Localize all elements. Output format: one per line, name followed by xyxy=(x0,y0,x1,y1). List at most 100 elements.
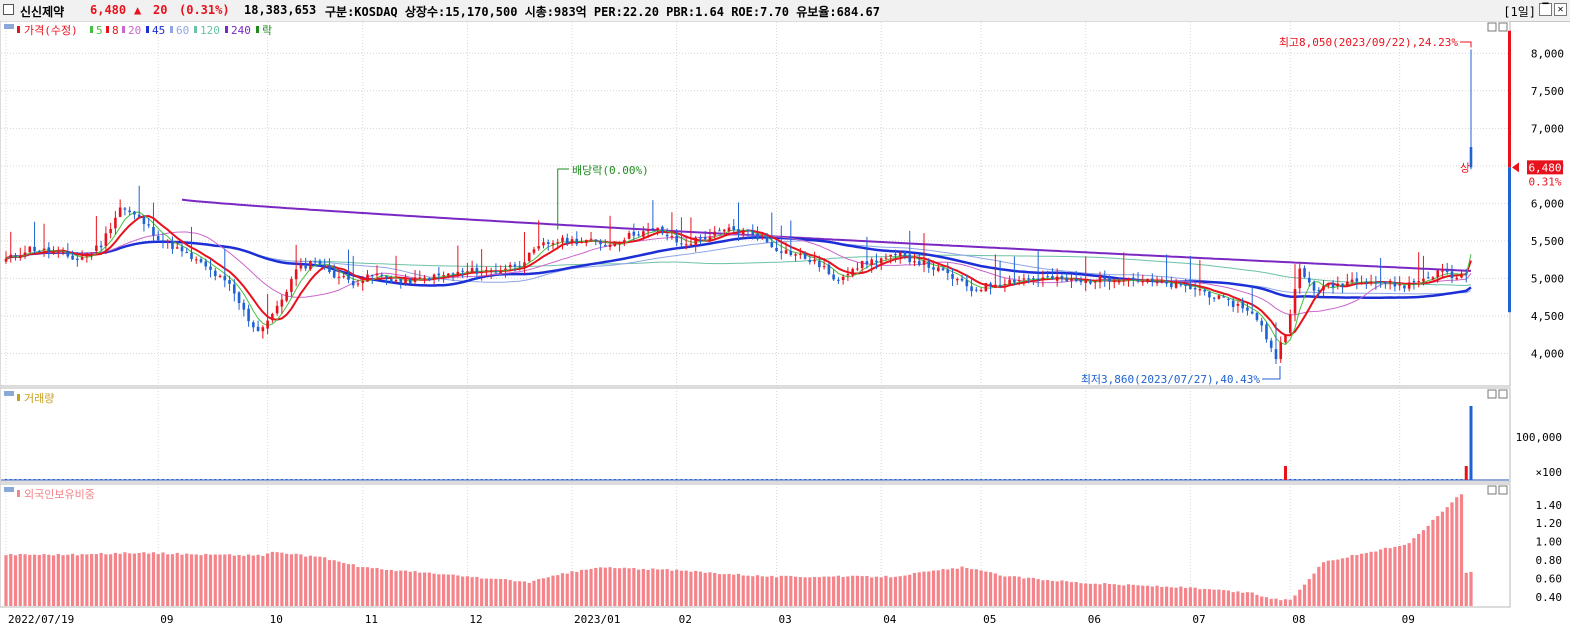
legend-foreign[interactable]: 외국인보유비중 xyxy=(24,488,95,501)
foreign-ratio-bar xyxy=(979,570,983,606)
foreign-ratio-bar xyxy=(1050,580,1055,606)
candle-body xyxy=(1013,280,1016,283)
stock-name[interactable]: 신신제약 xyxy=(20,5,65,19)
legend-ma120[interactable]: 120 xyxy=(200,24,220,37)
volume-bar xyxy=(1156,479,1159,480)
candle-body xyxy=(71,255,74,260)
foreign-ratio-bar xyxy=(846,576,850,606)
price-axis-label: 5,500 xyxy=(1531,235,1564,248)
panel-handle-icon[interactable] xyxy=(4,391,14,396)
volume-panel-close-button[interactable] xyxy=(1498,389,1508,399)
volume-bar xyxy=(794,479,797,480)
candle-body xyxy=(1426,277,1430,279)
volume-bar xyxy=(927,479,930,480)
legend-ma5[interactable]: 5 xyxy=(96,24,103,37)
foreign-ratio-bar xyxy=(1008,576,1012,606)
foreign-panel-minimize-button[interactable] xyxy=(1487,485,1497,495)
volume-spike-bar xyxy=(1469,406,1473,480)
legend-volume[interactable]: 거래량 xyxy=(24,392,54,405)
foreign-ratio-bar xyxy=(708,572,712,606)
volume-panel-minimize-button[interactable] xyxy=(1487,389,1497,399)
legend-price[interactable]: 가격(수정) xyxy=(24,24,78,37)
candle-body xyxy=(589,238,593,240)
volume-bar xyxy=(71,479,74,480)
candle-body xyxy=(618,242,621,245)
candle-body xyxy=(527,252,531,262)
volume-bar xyxy=(257,479,260,480)
foreign-panel-close-button[interactable] xyxy=(1498,485,1508,495)
candle-body xyxy=(998,284,1002,286)
foreign-ratio-bar xyxy=(90,554,94,606)
volume-bar xyxy=(100,479,103,480)
foreign-ratio-bar xyxy=(23,554,27,606)
volume-bar xyxy=(437,479,440,480)
foreign-ratio-bar xyxy=(370,568,374,606)
foreign-ratio-bar xyxy=(927,571,931,606)
foreign-ratio-bar xyxy=(641,568,645,606)
candle-body xyxy=(875,260,878,263)
volume-bar xyxy=(295,479,298,480)
volume-bar xyxy=(1374,479,1377,480)
foreign-ratio-bar xyxy=(1145,585,1150,606)
foreign-ratio-bar xyxy=(294,553,298,606)
candle-body xyxy=(1246,307,1249,311)
price-panel-close-button[interactable] xyxy=(1498,22,1508,32)
candle-body xyxy=(1222,296,1225,298)
candle-body xyxy=(57,251,60,253)
volume-bar xyxy=(271,479,274,480)
price-panel-minimize-button[interactable] xyxy=(1487,22,1497,32)
candle-body xyxy=(732,226,736,231)
date-axis-label: 11 xyxy=(365,613,378,626)
foreign-ratio-bar xyxy=(1088,583,1093,606)
foreign-ratio-bar xyxy=(784,575,788,606)
foreign-ratio-bar xyxy=(713,572,717,606)
candle-body xyxy=(879,258,883,264)
legend-marker-icon xyxy=(17,394,20,401)
foreign-ratio-bar xyxy=(908,574,912,606)
candle-body xyxy=(456,271,460,276)
panel-handle-icon[interactable] xyxy=(4,24,14,29)
candle-body xyxy=(409,278,412,284)
volume-bar xyxy=(1079,479,1082,480)
panel-handle-icon[interactable] xyxy=(4,487,14,492)
candle-body xyxy=(370,274,374,277)
volume-bar xyxy=(128,479,131,480)
volume-bar xyxy=(970,479,973,480)
close-button[interactable]: ✕ xyxy=(1554,3,1567,16)
legend-marker-icon xyxy=(146,26,149,33)
candle-body xyxy=(832,274,835,280)
period-selector[interactable]: [1일] xyxy=(1503,5,1536,19)
volume-bar xyxy=(337,479,340,480)
candle-body xyxy=(718,230,721,232)
candle-body xyxy=(256,326,260,331)
candle-body xyxy=(656,227,659,231)
legend-ma20[interactable]: 20 xyxy=(128,24,141,37)
legend-ma45[interactable]: 45 xyxy=(152,24,165,37)
foreign-ratio-bar xyxy=(817,577,821,606)
minimize-button[interactable]: ▔ xyxy=(1539,3,1552,16)
candle-body xyxy=(1208,291,1211,298)
foreign-ratio-bar xyxy=(1274,598,1278,606)
legend-ma8[interactable]: 8 xyxy=(112,24,119,37)
foreign-ratio-bar xyxy=(551,575,555,606)
volume-bar xyxy=(138,479,141,480)
legend-ma240[interactable]: 240 xyxy=(231,24,251,37)
candle-body xyxy=(1046,276,1049,278)
volume-bar xyxy=(171,479,174,480)
candle-body xyxy=(142,216,146,224)
foreign-ratio-bar xyxy=(28,554,32,606)
candle-body xyxy=(1036,278,1040,280)
ma-line-240 xyxy=(181,198,1472,272)
candle-body xyxy=(623,240,626,243)
volume-bar xyxy=(1227,479,1230,480)
volume-bar xyxy=(1160,479,1163,480)
foreign-ratio-bar xyxy=(1222,590,1226,606)
foreign-ratio-bar xyxy=(608,567,612,606)
foreign-ratio-bar xyxy=(613,568,617,606)
legend-rak[interactable]: 락 xyxy=(262,24,272,37)
select-checkbox[interactable] xyxy=(3,4,14,15)
volume-bar xyxy=(1313,479,1316,480)
volume-bar xyxy=(984,479,987,480)
legend-ma60[interactable]: 60 xyxy=(176,24,189,37)
candle-body xyxy=(1279,342,1283,360)
